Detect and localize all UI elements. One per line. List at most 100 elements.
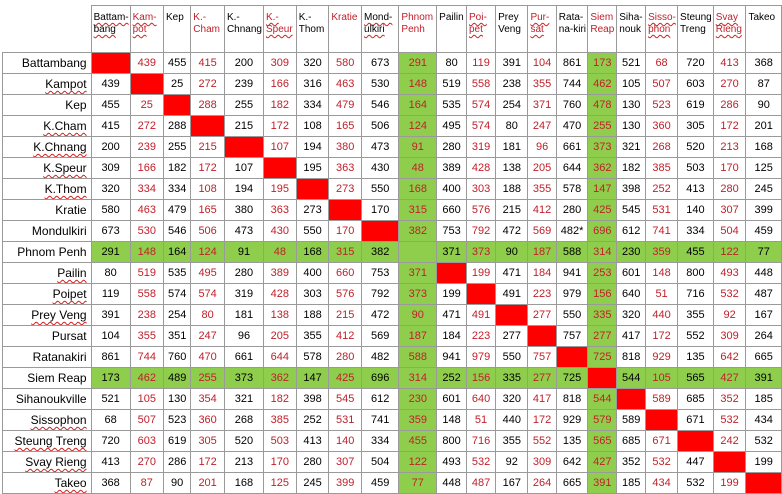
distance-cell: 660 [328,262,363,284]
row-header-label: Sissophon [30,413,87,427]
distance-cell: 239 [129,136,164,158]
distance-cell: 80 [90,262,131,284]
distance-cell: 459 [361,472,400,494]
column-header: Poi-pet [465,5,497,53]
distance-cell: 753 [436,220,467,242]
distance-cell: 90 [495,241,529,263]
distance-cell: 565 [677,367,714,389]
row-header-label: Sihanoukville [15,392,87,406]
distance-cell: 744 [129,346,164,368]
distance-cell: 760 [162,346,192,368]
distance-cell: 201 [190,472,225,494]
distance-cell: 519 [129,262,164,284]
distance-cell: 413 [712,52,747,74]
diagonal-cell [361,220,400,242]
distance-cell: 479 [328,94,363,116]
distance-cell: 135 [677,346,714,368]
distance-cell: 268 [223,409,264,431]
distance-cell: 91 [398,136,438,158]
distance-cell: 644 [262,346,297,368]
distance-cell: 165 [328,115,363,137]
distance-cell: 68 [90,409,131,431]
distance-cell: 182 [262,94,297,116]
distance-cell: 398 [295,388,330,410]
distance-cell: 309 [712,325,747,347]
row-header: K.Speur [2,157,92,179]
row-header-label: Kep [65,98,87,112]
diagonal-cell [677,430,714,452]
distance-cell: 371 [398,262,438,284]
distance-cell: 195 [295,157,330,179]
row-header: Battambang [2,52,92,74]
table-row: K.Cham 415 272 288 215 172 108 165 506 124 495 574 8… [2,115,782,137]
distance-cell: 550 [361,178,400,200]
diagonal-cell [295,178,330,200]
distance-cell: 544 [587,388,618,410]
distance-cell: 368 [745,52,782,74]
row-header-label: Mondulkiri [31,224,87,238]
distance-cell: 230 [398,388,438,410]
distance-cell: 215 [190,136,225,158]
table-row: Kep 455 25 288 255 182 334 479 546 164 535 574 254 37… [2,94,782,116]
column-header-label: Pur-sat [530,12,550,35]
distance-cell: 184 [436,325,467,347]
distance-cell: 535 [162,262,192,284]
distance-cell: 315 [398,199,438,221]
distance-cell: 753 [361,262,400,284]
distance-cell: 335 [495,367,529,389]
distance-cell: 122 [712,241,747,263]
distance-cell: 172 [262,115,297,137]
distance-cell: 532 [712,283,747,305]
distance-cell: 359 [398,409,438,431]
column-header: Sisso-phon [645,5,679,53]
distance-cell: 580 [328,52,363,74]
distance-cell: 307 [712,199,747,221]
column-header-label: Steung Treng [680,12,712,35]
row-header-label: Ratanakiri [32,350,87,364]
column-header-label: Battam-bang [93,12,129,35]
diagonal-cell [712,451,747,473]
row-header: Pailin [2,262,92,284]
column-header-label: Takeo [748,12,776,23]
column-header: Pur-sat [527,5,557,53]
distance-cell: 413 [295,430,330,452]
distance-cell: 105 [616,73,647,95]
distance-cell: 601 [616,262,647,284]
distance-cell: 550 [555,304,589,326]
distance-cell: 523 [162,409,192,431]
distance-cell: 360 [645,115,679,137]
distance-cell: 334 [361,430,400,452]
distance-cell: 589 [616,409,647,431]
distance-cell: 255 [190,367,225,389]
distance-cell: 80 [190,304,225,326]
distance-cell: 182 [162,157,192,179]
distance-cell: 744 [555,73,589,95]
distance-cell: 223 [465,325,497,347]
distance-cell: 552 [677,325,714,347]
distance-cell: 471 [495,262,529,284]
distance-cell: 148 [645,262,679,284]
distance-cell: 140 [677,199,714,221]
distance-cell: 473 [223,220,264,242]
distance-cell: 382 [398,220,438,242]
distance-cell: 264 [745,325,782,347]
distance-cell: 255 [162,136,192,158]
distance-cell: 215 [495,199,529,221]
distance-cell: 391 [587,472,618,494]
distance-cell: 391 [495,52,529,74]
distance-cell: 172 [527,409,557,431]
distance-cell: 569 [361,325,400,347]
distance-cell: 182 [262,388,297,410]
distance-cell: 334 [162,178,192,200]
distance-cell: 588 [398,346,438,368]
distance-cell: 92 [495,451,529,473]
distance-cell: 172 [190,451,225,473]
distance-cell: 173 [90,367,131,389]
distance-cell: 389 [436,157,467,179]
row-header-label: Pailin [57,266,87,280]
distance-cell: 172 [645,325,679,347]
distance-cell: 187 [527,241,557,263]
distance-cell: 544 [616,367,647,389]
distance-cell: 238 [129,304,164,326]
distance-cell: 315 [328,241,363,263]
